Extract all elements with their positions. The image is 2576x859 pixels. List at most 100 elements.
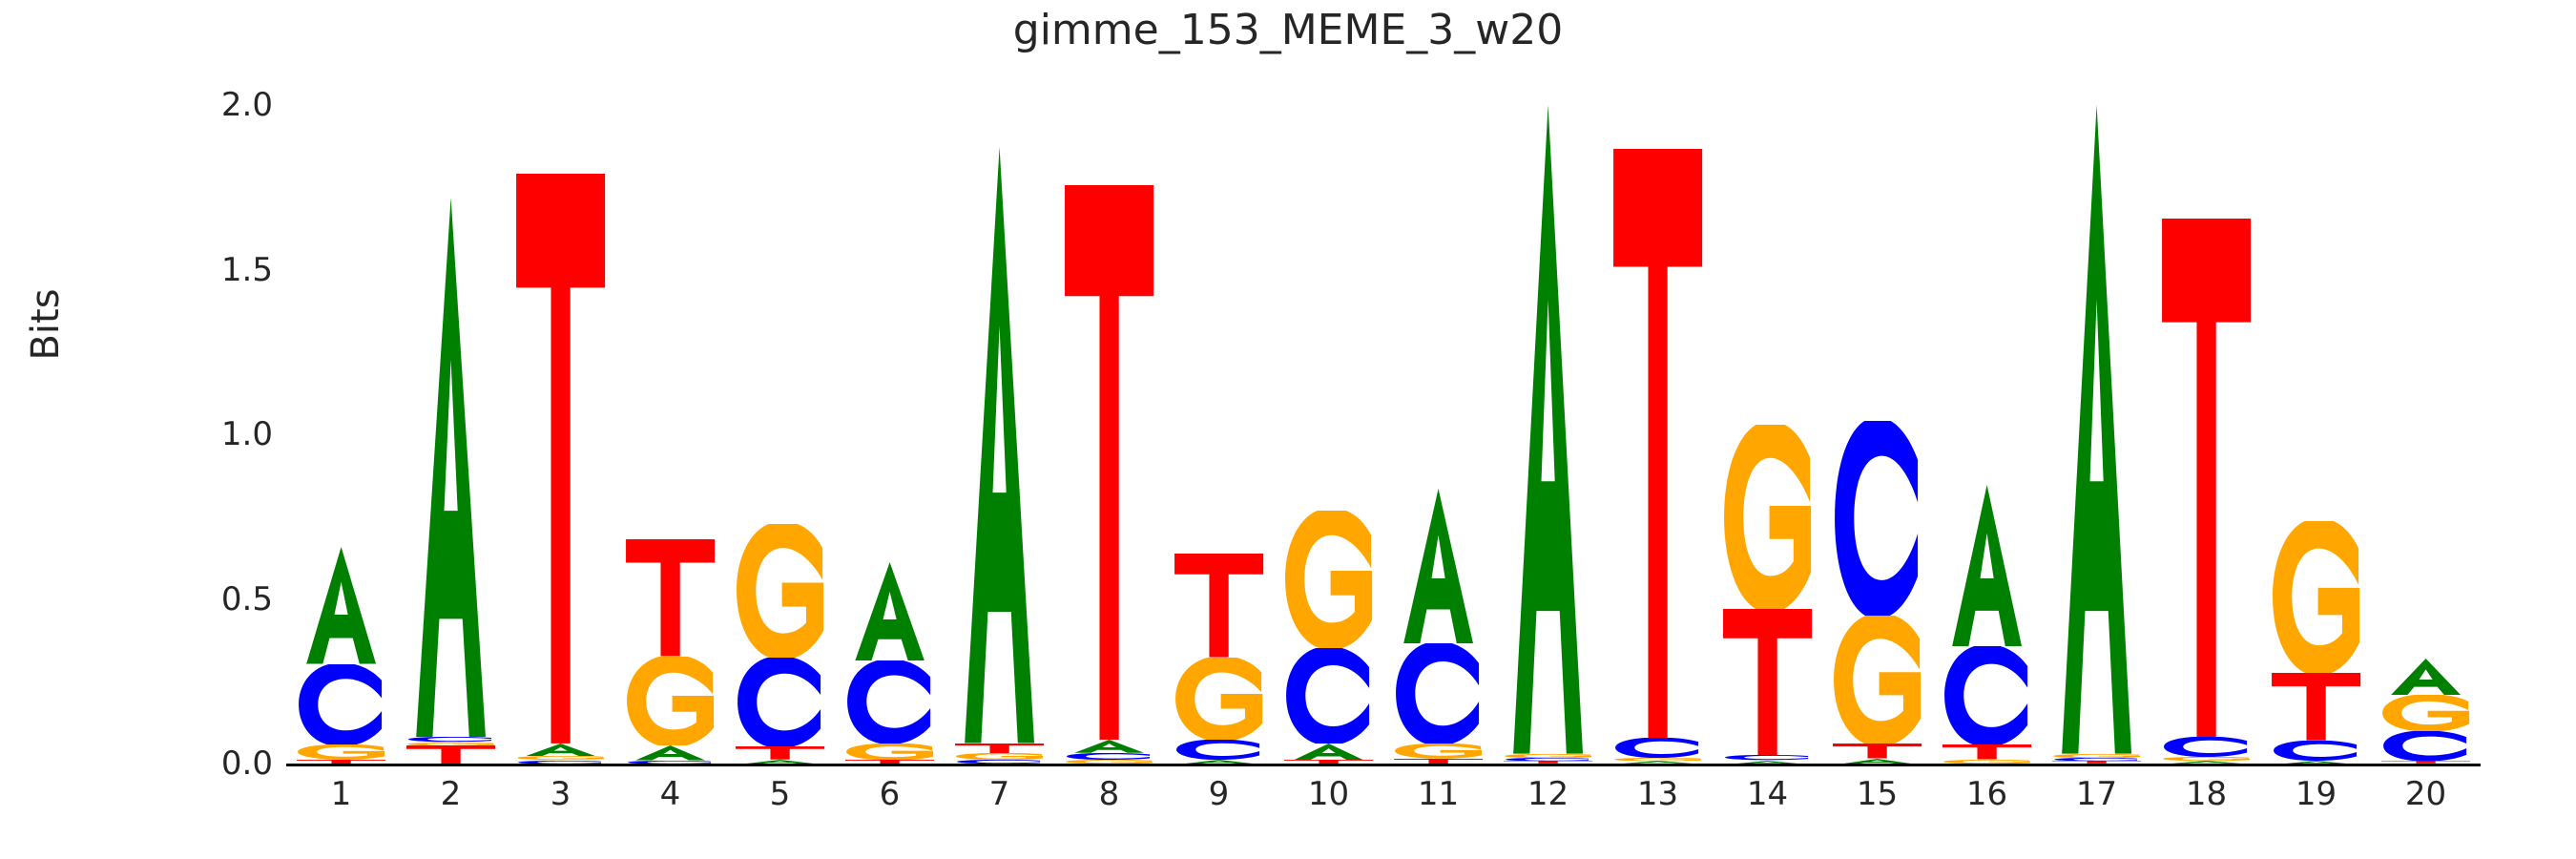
logo-letter-T-pos-4: [622, 539, 718, 657]
logo-stack-position-19: [2268, 105, 2364, 764]
logo-stack-position-20: [2378, 105, 2474, 764]
logo-letter-A-pos-10: [1280, 743, 1377, 760]
logo-letter-T-pos-10: [1280, 759, 1377, 764]
logo-letter-G-pos-6: [841, 743, 938, 760]
logo-letter-T-pos-1: [293, 759, 389, 764]
logo-letter-C-pos-8: [1061, 752, 1157, 760]
logo-letter-A-pos-5: [732, 759, 828, 764]
logo-stack-position-8: [1061, 105, 1157, 764]
logo-letter-T-pos-20: [2378, 761, 2474, 764]
logo-letter-G-pos-4: [622, 656, 718, 746]
logo-letter-A-pos-18: [2158, 761, 2254, 764]
x-tick-label: 3: [550, 775, 571, 813]
logo-letter-C-pos-12: [1500, 757, 1596, 762]
logo-letter-A-pos-6: [841, 561, 938, 661]
logo-letter-T-pos-18: [2158, 219, 2254, 738]
y-tick-label: 2.0: [220, 86, 273, 124]
y-tick-label: 0.5: [220, 579, 273, 618]
x-tick-label: 2: [440, 775, 462, 813]
logo-letter-G-pos-10: [1280, 511, 1377, 648]
logo-letter-C-pos-19: [2268, 740, 2364, 761]
logo-letter-T-pos-12: [1500, 761, 1596, 764]
logo-letter-G-pos-12: [1500, 753, 1596, 758]
logo-stack-position-9: [1171, 105, 1267, 764]
logo-letter-A-pos-15: [1829, 758, 1925, 764]
logo-stack-position-10: [1280, 105, 1377, 764]
logo-letter-A-pos-8: [1061, 740, 1157, 753]
x-axis-tick-labels: 1 2 3 4 5 6 7 8 9 10 11 12 13 14 15 16 17 18 19 20: [286, 775, 2481, 842]
y-axis-tick-labels: 0.0 0.5 1.0 1.5 2.0: [0, 0, 273, 859]
logo-letter-C-pos-14: [1719, 755, 1816, 761]
y-axis-label: Bits: [24, 288, 68, 361]
x-tick-label: 11: [1417, 775, 1460, 813]
logo-letter-G-pos-13: [1610, 757, 1706, 762]
y-tick-label: 1.0: [220, 415, 273, 453]
logo-letter-C-pos-3: [512, 760, 609, 764]
x-tick-label: 10: [1307, 775, 1350, 813]
x-tick-label: 13: [1636, 775, 1679, 813]
logo-stack-position-6: [841, 105, 938, 764]
x-axis-line: [286, 764, 2481, 766]
logo-stack-position-5: [732, 105, 828, 764]
logo-stack-position-7: [951, 105, 1048, 764]
logo-letter-C-pos-18: [2158, 737, 2254, 758]
logo-letter-A-pos-3: [512, 744, 609, 757]
logo-stack-position-15: [1829, 105, 1925, 764]
x-tick-label: 18: [2185, 775, 2228, 813]
logo-letter-C-pos-17: [2048, 757, 2145, 762]
logo-stack-position-4: [622, 105, 718, 764]
logo-letter-A-pos-7: [951, 147, 1048, 744]
logo-letter-C-pos-11: [1390, 643, 1486, 744]
logo-letter-G-pos-5: [732, 524, 828, 658]
logo-letter-G-pos-1: [293, 744, 389, 760]
x-tick-label: 16: [1965, 775, 2008, 813]
logo-letter-G-pos-3: [512, 756, 609, 761]
logo-letter-C-pos-10: [1280, 647, 1377, 744]
logo-letter-T-pos-8: [1061, 184, 1157, 741]
logo-stack-position-11: [1390, 105, 1486, 764]
logo-letter-G-pos-2: [403, 742, 499, 746]
logo-letter-C-pos-7: [951, 759, 1048, 764]
x-tick-label: 14: [1746, 775, 1789, 813]
logo-letter-A-pos-1: [293, 547, 389, 664]
logo-letter-A-pos-16: [1939, 484, 2035, 646]
logo-letter-C-pos-1: [293, 663, 389, 745]
logo-letter-G-pos-15: [1829, 615, 1925, 744]
logo-letter-A-pos-14: [1719, 760, 1816, 764]
logo-letter-C-pos-2: [403, 737, 499, 743]
logo-letter-A-pos-17: [2048, 105, 2145, 754]
logo-stack-position-1: [293, 105, 389, 764]
logo-letter-A-pos-12: [1500, 105, 1596, 754]
logo-letter-A-pos-2: [403, 197, 499, 738]
logo-stack-position-3: [512, 105, 609, 764]
logo-stack-position-16: [1939, 105, 2035, 764]
y-tick-label: 1.5: [220, 250, 273, 289]
logo-letter-T-pos-11: [1390, 758, 1486, 764]
x-tick-label: 4: [659, 775, 681, 813]
logo-letter-T-pos-16: [1939, 744, 2035, 760]
x-tick-label: 9: [1208, 775, 1230, 813]
logo-letter-C-pos-13: [1610, 738, 1706, 758]
x-tick-label: 12: [1527, 775, 1569, 813]
logo-letter-A-pos-9: [1171, 759, 1267, 764]
logo-letter-G-pos-16: [1939, 759, 2035, 764]
logo-plot-area: [286, 105, 2481, 764]
logo-letter-G-pos-18: [2158, 757, 2254, 762]
logo-letter-G-pos-20: [2378, 695, 2474, 732]
logo-letter-G-pos-7: [951, 752, 1048, 760]
logo-stack-position-17: [2048, 105, 2145, 764]
logo-letter-T-pos-6: [841, 759, 938, 764]
x-tick-label: 17: [2075, 775, 2118, 813]
x-tick-label: 6: [879, 775, 901, 813]
logo-letter-T-pos-2: [403, 745, 499, 764]
logo-letter-G-pos-11: [1390, 744, 1486, 759]
logo-letter-T-pos-7: [951, 743, 1048, 753]
logo-letter-T-pos-19: [2268, 673, 2364, 741]
x-tick-label: 19: [2295, 775, 2337, 813]
logo-letter-C-pos-6: [841, 660, 938, 744]
logo-letter-T-pos-17: [2048, 761, 2145, 764]
logo-letter-C-pos-5: [732, 657, 828, 747]
logo-letter-A-pos-13: [1610, 761, 1706, 764]
logo-letter-A-pos-19: [2268, 760, 2364, 764]
